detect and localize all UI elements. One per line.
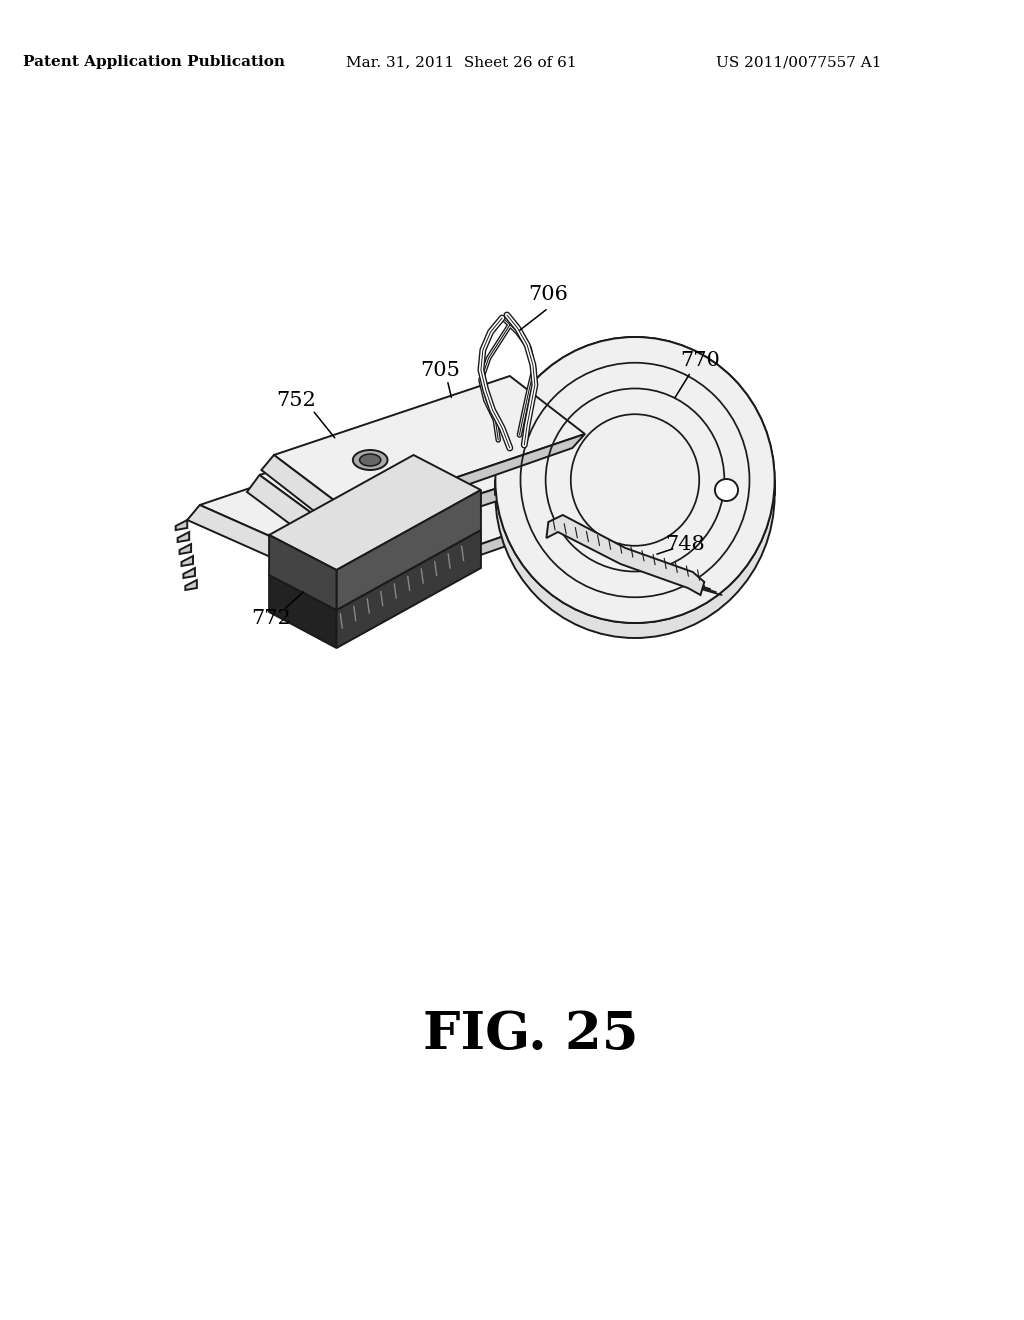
Text: FIG. 25: FIG. 25 bbox=[423, 1010, 639, 1060]
Text: Patent Application Publication: Patent Application Publication bbox=[23, 55, 285, 69]
Ellipse shape bbox=[496, 337, 774, 623]
Ellipse shape bbox=[496, 337, 774, 623]
Text: 705: 705 bbox=[421, 360, 461, 380]
Polygon shape bbox=[176, 520, 187, 531]
Polygon shape bbox=[183, 568, 195, 578]
Polygon shape bbox=[181, 556, 194, 566]
Text: 770: 770 bbox=[681, 351, 721, 370]
Ellipse shape bbox=[715, 479, 738, 502]
Text: 748: 748 bbox=[666, 536, 705, 554]
Text: 772: 772 bbox=[251, 609, 291, 627]
Polygon shape bbox=[187, 506, 373, 597]
Ellipse shape bbox=[496, 352, 774, 638]
Polygon shape bbox=[269, 535, 337, 610]
Polygon shape bbox=[261, 455, 351, 531]
Text: 706: 706 bbox=[528, 285, 568, 305]
Polygon shape bbox=[360, 490, 635, 597]
Polygon shape bbox=[547, 515, 705, 595]
Text: 752: 752 bbox=[276, 391, 316, 409]
Polygon shape bbox=[185, 579, 197, 590]
Polygon shape bbox=[247, 475, 344, 554]
Text: US 2011/0077557 A1: US 2011/0077557 A1 bbox=[716, 55, 882, 69]
Polygon shape bbox=[337, 490, 481, 610]
Ellipse shape bbox=[353, 450, 387, 470]
Polygon shape bbox=[269, 455, 481, 570]
Polygon shape bbox=[273, 376, 585, 513]
Polygon shape bbox=[177, 532, 189, 543]
Polygon shape bbox=[200, 414, 635, 582]
Polygon shape bbox=[179, 544, 191, 554]
Polygon shape bbox=[259, 389, 611, 537]
Polygon shape bbox=[332, 451, 611, 554]
Polygon shape bbox=[338, 434, 585, 531]
Text: Mar. 31, 2011  Sheet 26 of 61: Mar. 31, 2011 Sheet 26 of 61 bbox=[346, 55, 577, 69]
Polygon shape bbox=[269, 576, 337, 648]
Ellipse shape bbox=[359, 454, 381, 466]
Polygon shape bbox=[269, 495, 481, 610]
Polygon shape bbox=[337, 531, 481, 648]
